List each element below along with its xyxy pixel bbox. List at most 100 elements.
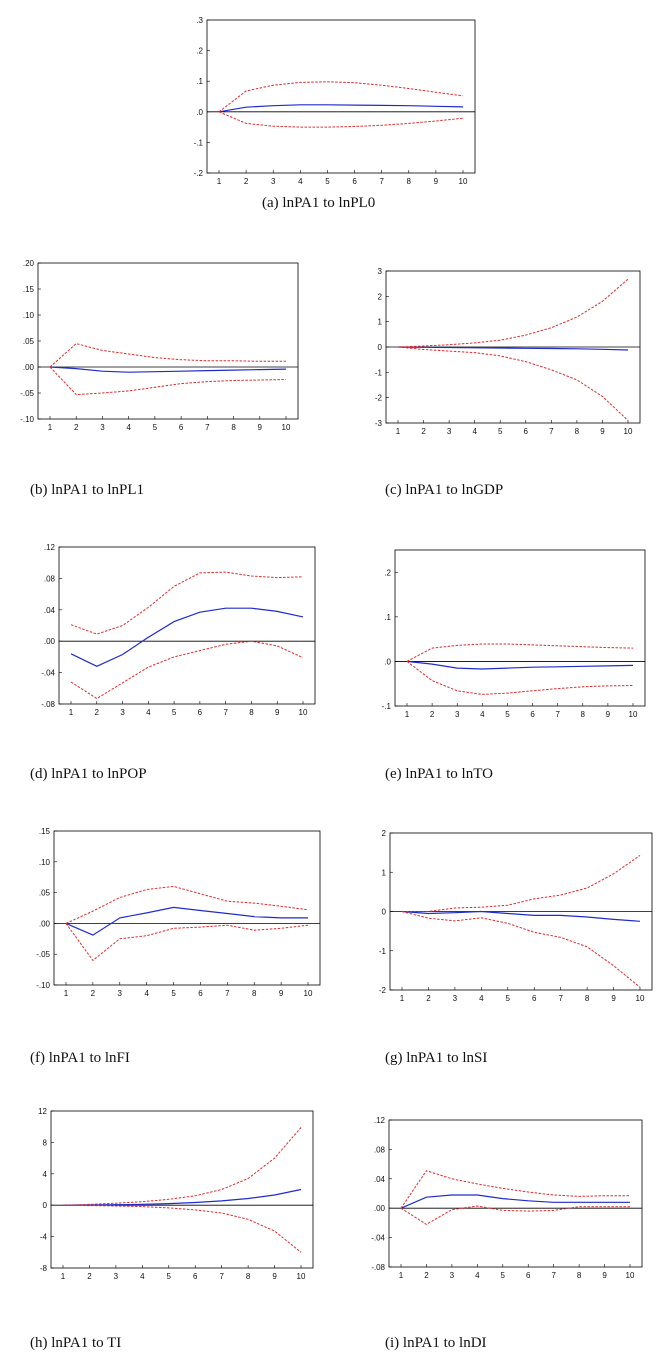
panel-e: -.1 .0 .1 .2 1 2 3 4 5 6 7 8 9 10: [382, 549, 646, 719]
x-tick-label-f: 1: [64, 989, 69, 998]
x-tick-label-g: 4: [479, 994, 484, 1003]
x-tick-label-f: 6: [198, 989, 203, 998]
series-response-d: [70, 607, 304, 667]
series-upper-c: [397, 278, 629, 348]
x-tick-label-g: 8: [585, 994, 590, 1003]
y-tick-label-a: .0: [196, 108, 203, 117]
y-tick-label-b: -.05: [20, 389, 34, 398]
caption-g: (g) lnPA1 to lnSI: [385, 1050, 488, 1066]
x-tick-label-g: 6: [532, 994, 537, 1003]
y-tick-label-h: 0: [43, 1201, 48, 1210]
series-response-b: [49, 366, 287, 373]
series-lower-f: [65, 923, 309, 962]
x-tick-label-i: 9: [602, 1271, 607, 1280]
y-tick-label-i: .12: [374, 1116, 386, 1125]
panel-b: -.10 -.05 .00 .05 .10 .15 .20 1 2 3 4 5 6 7 8 9 10: [20, 259, 299, 432]
x-tick-label-d: 6: [198, 708, 203, 717]
caption-c: (c) lnPA1 to lnGDP: [385, 482, 504, 498]
x-tick-label-c: 8: [575, 427, 580, 436]
x-tick-label-g: 2: [426, 994, 431, 1003]
x-tick-label-h: 6: [193, 1272, 198, 1281]
x-tick-label-e: 10: [629, 710, 638, 719]
y-tick-label-i: .08: [374, 1145, 386, 1154]
x-tick-label-a: 9: [434, 177, 439, 186]
panel-f: -.10 -.05 .00 .05 .10 .15 1 2 3 4 5 6 7 8 9 10: [36, 827, 321, 998]
plot-frame-h: [50, 1110, 314, 1269]
x-tick-label-g: 5: [506, 994, 511, 1003]
x-tick-label-a: 5: [325, 177, 330, 186]
y-tick-label-d: -.08: [41, 700, 55, 709]
y-tick-label-e: .2: [384, 568, 391, 577]
x-tick-label-a: 3: [271, 177, 276, 186]
y-tick-label-b: .00: [23, 363, 35, 372]
x-tick-label-c: 10: [624, 427, 633, 436]
x-tick-label-b: 6: [179, 423, 184, 432]
x-tick-label-a: 1: [217, 177, 222, 186]
x-tick-label-a: 8: [407, 177, 412, 186]
x-tick-label-d: 8: [249, 708, 254, 717]
x-tick-label-d: 5: [172, 708, 177, 717]
x-tick-label-i: 5: [501, 1271, 506, 1280]
y-tick-label-b: .05: [23, 337, 35, 346]
x-tick-label-f: 3: [118, 989, 123, 998]
y-tick-label-b: .15: [23, 285, 35, 294]
x-tick-label-g: 7: [558, 994, 563, 1003]
plot-frame-f: [53, 830, 321, 986]
y-tick-label-f: .10: [39, 858, 51, 867]
y-tick-label-d: .00: [44, 637, 56, 646]
x-tick-label-f: 7: [225, 989, 230, 998]
x-tick-label-f: 5: [171, 989, 176, 998]
y-tick-label-c: 0: [378, 343, 383, 352]
x-tick-label-i: 8: [577, 1271, 582, 1280]
y-tick-label-d: .08: [44, 574, 56, 583]
x-tick-label-e: 9: [606, 710, 611, 719]
y-tick-label-c: 2: [378, 292, 383, 301]
y-tick-label-g: -2: [379, 986, 387, 995]
series-lower-e: [406, 661, 634, 695]
plot-frame-i: [388, 1119, 643, 1268]
x-tick-label-c: 9: [600, 427, 605, 436]
series-response-c: [397, 346, 629, 351]
x-tick-label-i: 7: [551, 1271, 556, 1280]
panel-d: -.08 -.04 .00 .04 .08 .12 1 2 3 4 5 6 7 8 9 10: [41, 543, 316, 717]
x-tick-label-i: 10: [626, 1271, 635, 1280]
panel-g: -2 -1 0 1 2 1 2 3 4 5 6 7 8 9 10: [379, 829, 653, 1003]
y-tick-label-i: .00: [374, 1204, 386, 1213]
y-tick-label-f: .05: [39, 889, 51, 898]
x-tick-label-b: 5: [153, 423, 158, 432]
y-tick-label-h: 4: [43, 1170, 48, 1179]
y-tick-label-f: .00: [39, 919, 51, 928]
series-upper-b: [49, 343, 286, 368]
plot-frame-a: [206, 19, 476, 174]
y-tick-label-a: .1: [196, 77, 203, 86]
series-upper-e: [406, 643, 634, 662]
x-tick-label-b: 9: [258, 423, 263, 432]
x-tick-label-d: 9: [275, 708, 280, 717]
x-tick-label-c: 7: [549, 427, 554, 436]
y-tick-label-d: -.04: [41, 669, 55, 678]
y-tick-label-b: .20: [23, 259, 35, 268]
series-lower-d: [70, 640, 304, 700]
x-tick-label-h: 5: [167, 1272, 172, 1281]
y-tick-label-g: -1: [379, 947, 387, 956]
x-tick-label-g: 9: [611, 994, 616, 1003]
x-tick-label-i: 3: [450, 1271, 455, 1280]
x-tick-label-e: 6: [530, 710, 535, 719]
y-tick-label-c: 3: [378, 267, 383, 276]
y-tick-label-a: .2: [196, 47, 203, 56]
caption-d: (d) lnPA1 to lnPOP: [30, 766, 147, 782]
x-tick-label-e: 3: [455, 710, 460, 719]
y-tick-label-c: 1: [378, 318, 383, 327]
y-tick-label-g: 2: [382, 829, 387, 838]
series-lower-a: [218, 111, 464, 128]
x-tick-label-h: 4: [140, 1272, 145, 1281]
x-tick-label-a: 2: [244, 177, 249, 186]
series-lower-c: [397, 346, 629, 421]
x-tick-label-c: 4: [472, 427, 477, 436]
series-lower-i: [400, 1205, 630, 1225]
y-tick-label-b: -.10: [20, 415, 34, 424]
caption-h: (h) lnPA1 to TI: [30, 1335, 122, 1351]
x-tick-label-f: 2: [91, 989, 96, 998]
y-tick-label-i: -.08: [371, 1263, 385, 1272]
x-tick-label-c: 5: [498, 427, 503, 436]
